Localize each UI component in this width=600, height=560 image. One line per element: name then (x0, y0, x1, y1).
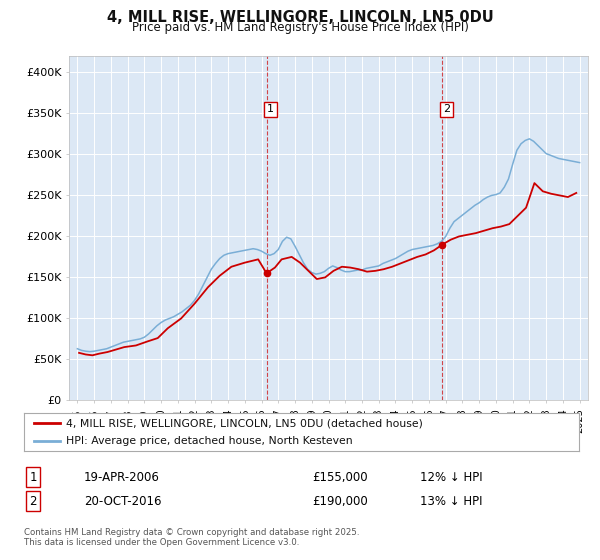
Text: Contains HM Land Registry data © Crown copyright and database right 2025.
This d: Contains HM Land Registry data © Crown c… (24, 528, 359, 547)
Text: 2: 2 (29, 494, 37, 508)
Text: Price paid vs. HM Land Registry's House Price Index (HPI): Price paid vs. HM Land Registry's House … (131, 21, 469, 34)
Text: 1: 1 (29, 470, 37, 484)
Text: 13% ↓ HPI: 13% ↓ HPI (420, 494, 482, 508)
Text: 1: 1 (267, 104, 274, 114)
Text: 2: 2 (443, 104, 450, 114)
Text: 4, MILL RISE, WELLINGORE, LINCOLN, LN5 0DU (detached house): 4, MILL RISE, WELLINGORE, LINCOLN, LN5 0… (65, 418, 422, 428)
Text: 4, MILL RISE, WELLINGORE, LINCOLN, LN5 0DU: 4, MILL RISE, WELLINGORE, LINCOLN, LN5 0… (107, 10, 493, 25)
Text: HPI: Average price, detached house, North Kesteven: HPI: Average price, detached house, Nort… (65, 436, 352, 446)
Text: 19-APR-2006: 19-APR-2006 (84, 470, 160, 484)
Text: 20-OCT-2016: 20-OCT-2016 (84, 494, 161, 508)
Text: £155,000: £155,000 (312, 470, 368, 484)
Text: £190,000: £190,000 (312, 494, 368, 508)
Text: 12% ↓ HPI: 12% ↓ HPI (420, 470, 482, 484)
